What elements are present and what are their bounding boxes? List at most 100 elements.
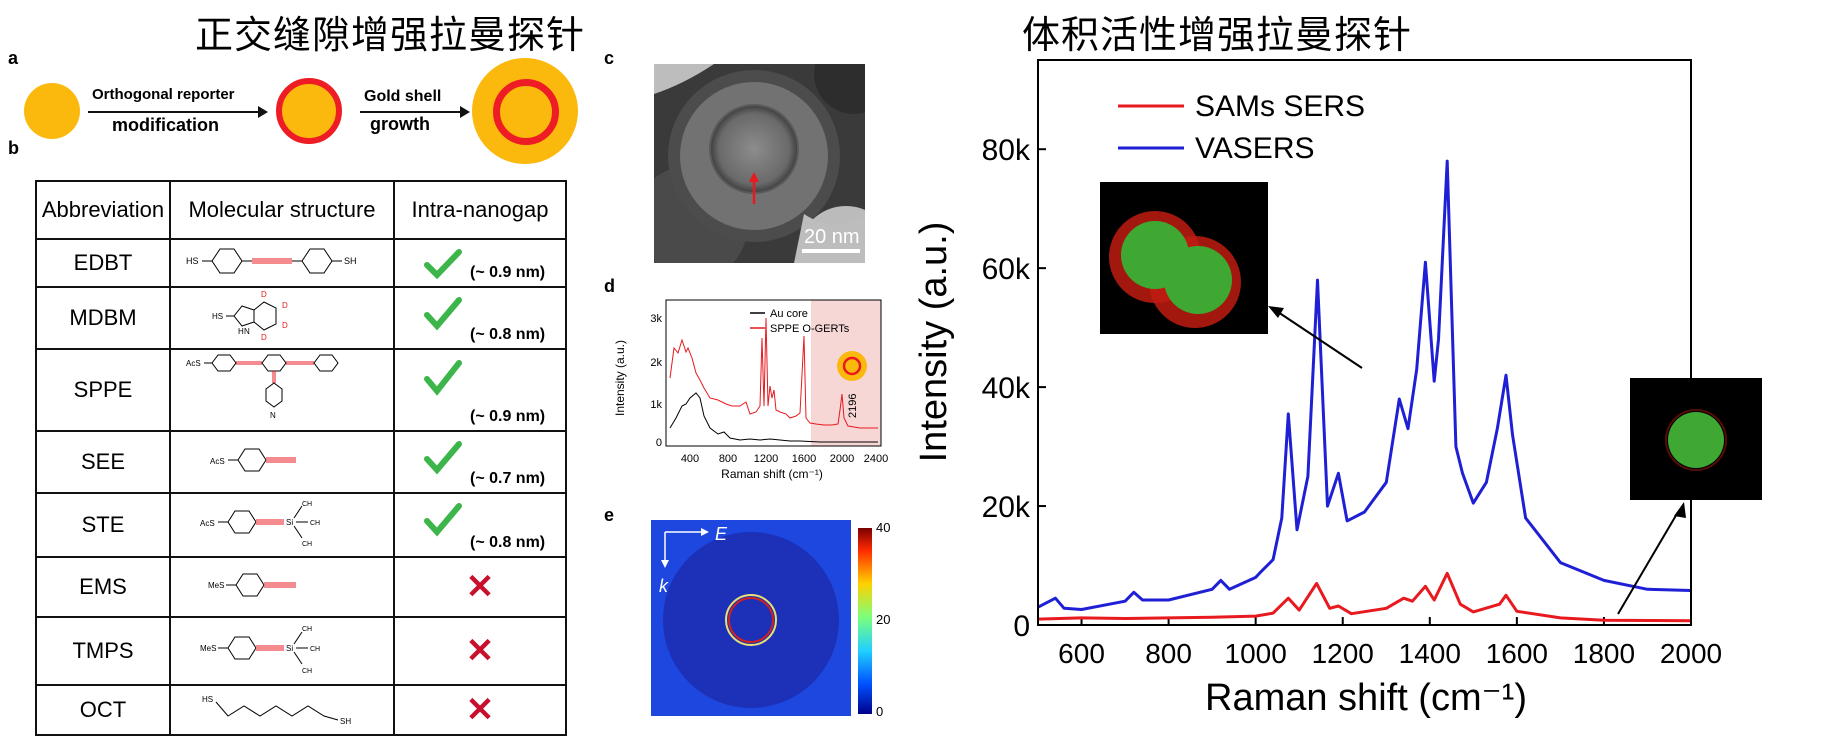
x-tick-label: 1000	[1225, 638, 1287, 669]
panel-d-xtick: 1200	[754, 453, 778, 465]
table-row: STE AcS Si CH CH CH (~ 0.8 nm)	[35, 492, 567, 558]
oct-structure: HS SH	[202, 695, 351, 726]
svg-text:SH: SH	[344, 256, 357, 266]
structure-cell-tmps: MeS Si CH CH CH	[169, 616, 395, 686]
colorbar-tick: 20	[876, 612, 891, 627]
table-header-row: Abbreviation Molecular structure Intra-n…	[35, 180, 567, 240]
abbr-cell: SPPE	[35, 348, 171, 432]
x-tick-label: 1800	[1573, 638, 1635, 669]
panel-label-a: a	[8, 48, 19, 68]
panel-d-annotation: 2196	[847, 394, 859, 418]
table-row: TMPS MeS Si CH CH CH ✕	[35, 616, 567, 686]
svg-text:N: N	[244, 327, 250, 336]
svg-text:MeS: MeS	[208, 581, 224, 590]
y-tick-label: 20k	[982, 491, 1031, 524]
x-tick-label: 600	[1058, 638, 1105, 669]
y-tick-label: 0	[1013, 610, 1030, 643]
schematic-step2-bottom: growth	[370, 114, 430, 134]
legend: SAMs SERS VASERS	[1118, 90, 1365, 165]
panel-d-xtick: 1600	[792, 453, 816, 465]
schematic-step1-bottom: modification	[112, 115, 219, 135]
structure-cell-see: AcS	[169, 430, 395, 494]
svg-text:Si: Si	[286, 644, 293, 653]
nanogap-cell: (~ 0.7 nm)	[393, 430, 567, 494]
table-row: SEE AcS (~ 0.7 nm)	[35, 430, 567, 494]
table-row: EMS MeS ✕	[35, 556, 567, 618]
structure-cell-edbt: HS SH	[169, 238, 395, 288]
schematic-step2-top: Gold shell	[364, 88, 442, 105]
field-map: E k	[651, 520, 851, 716]
svg-text:CH: CH	[302, 501, 312, 508]
table-row: EDBT HS SH (~ 0.9 nm)	[35, 238, 567, 288]
svg-text:HS: HS	[212, 312, 223, 321]
structure-cell-mdbm: HS H N D D D D	[169, 286, 395, 350]
panel-label-c: c	[604, 48, 615, 68]
nanogap-cell: ✕	[393, 684, 567, 736]
svg-text:HS: HS	[186, 256, 199, 266]
schematic-step1-top: Orthogonal reporter	[92, 86, 235, 103]
tmps-structure: MeS Si CH CH CH	[200, 626, 320, 675]
nanogap-cell: (~ 0.8 nm)	[393, 492, 567, 558]
abbr-cell: MDBM	[35, 286, 171, 350]
panel-d-sppe-line	[669, 317, 878, 429]
svg-text:HS: HS	[202, 695, 213, 704]
field-e-label: E	[715, 524, 728, 544]
nanogap-ok: (~ 0.8 nm)	[395, 494, 565, 556]
panel-d-ytick: 0	[656, 437, 662, 449]
nanogap-cell: ✕	[393, 616, 567, 686]
panel-d-xtick: 2000	[830, 453, 854, 465]
panel-label-d: d	[604, 276, 615, 296]
ste-structure: AcS Si CH CH CH	[200, 501, 320, 548]
field-map-drawing	[651, 520, 851, 716]
schematic-shell-ring	[493, 79, 559, 145]
panel-d-ytick: 1k	[650, 399, 662, 411]
main-chart: 600 800 1000 1200 1400 1600 1800 2000 0 20k 40k 60k…	[913, 59, 1762, 719]
x-tick-label: 1600	[1486, 638, 1548, 669]
field-k-label: k	[659, 576, 668, 596]
svg-text:AcS: AcS	[200, 519, 215, 528]
x-tick-label: 1400	[1399, 638, 1461, 669]
legend-sams: SAMs SERS	[1195, 90, 1365, 123]
schematic-arrowhead-1	[258, 106, 268, 118]
svg-text:D: D	[261, 290, 267, 299]
nanogap-cell: (~ 0.9 nm)	[393, 348, 567, 432]
single-inset	[1617, 378, 1762, 615]
nanogap-value: (~ 0.9 nm)	[470, 408, 546, 425]
mdbm-structure: HS H N D D D D	[212, 290, 288, 342]
series-vasers-line	[1037, 159, 1692, 611]
svg-text:MeS: MeS	[200, 644, 216, 653]
ems-structure: MeS	[208, 573, 296, 597]
table-row: OCT HS SH ✕	[35, 684, 567, 736]
checkmark-icon	[424, 297, 462, 331]
schematic-arrowhead-2	[460, 106, 470, 118]
panel-d-ytick: 2k	[650, 357, 662, 369]
panel-label-e: e	[604, 505, 615, 525]
header-molecular-structure: Molecular structure	[169, 180, 395, 240]
edbt-structure: HS SH	[186, 248, 357, 274]
panel-d-legend-sppe: SPPE O-GERTs	[770, 323, 850, 335]
nanogap-cell: ✕	[393, 556, 567, 618]
nanogap-value: (~ 0.8 nm)	[470, 534, 546, 551]
see-structure: AcS	[210, 448, 296, 472]
cross-icon: ✕	[465, 691, 495, 729]
dimer-inset	[1100, 182, 1363, 369]
header-abbreviation: Abbreviation	[35, 180, 171, 240]
structure-cell-ems: MeS	[169, 556, 395, 618]
y-tick-label: 40k	[982, 372, 1031, 405]
panel-d-xlabel: Raman shift (cm⁻¹)	[721, 467, 823, 481]
colorbar-tick: 40	[876, 520, 891, 535]
abbr-cell: EDBT	[35, 238, 171, 288]
nanogap-cell: (~ 0.8 nm)	[393, 286, 567, 350]
checkmark-icon	[424, 441, 462, 475]
cross-icon: ✕	[465, 632, 495, 670]
main-plot-frame	[1037, 59, 1692, 626]
svg-text:CH: CH	[310, 520, 320, 527]
schematic-arrow-1	[88, 111, 258, 113]
x-tick-label: 2000	[1660, 638, 1722, 669]
nanogap-value: (~ 0.9 nm)	[470, 264, 546, 281]
abbr-cell: EMS	[35, 556, 171, 618]
right-title: 体积活性增强拉曼探针	[1022, 13, 1413, 57]
panel-d-xtick: 800	[719, 453, 737, 465]
x-tick-label: 800	[1145, 638, 1192, 669]
svg-text:CH: CH	[302, 541, 312, 548]
